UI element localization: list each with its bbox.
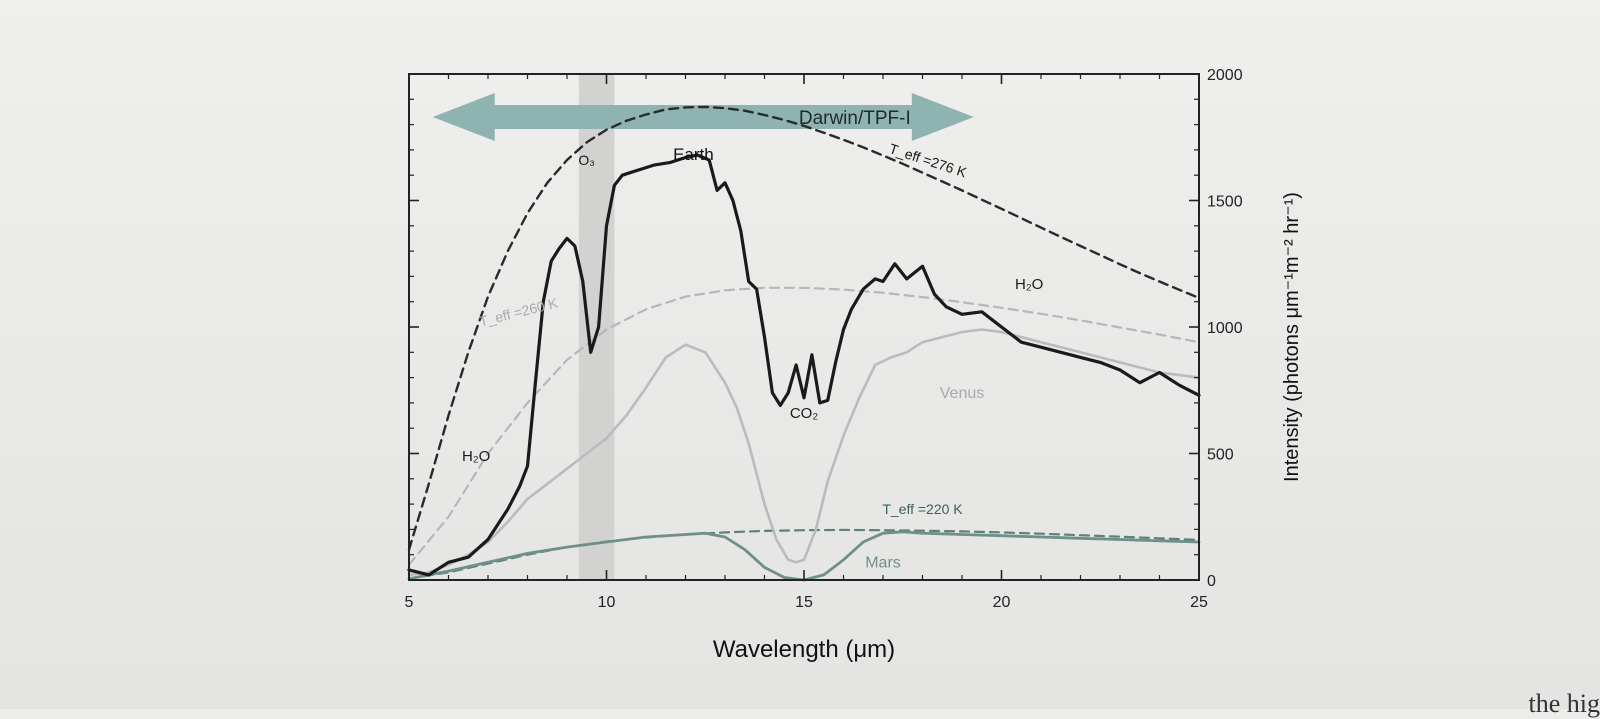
x-tick-label: 5 [405,594,414,611]
annotation-mars: Mars [865,554,901,571]
x-tick-label: 10 [598,594,616,611]
y-tick-label: 1000 [1207,320,1243,337]
y-axis-label: Intensity (photons μm⁻¹m⁻² hr⁻¹) [1281,192,1303,482]
annotation-co: CO₂ [790,405,819,422]
annotation-h-o: H₂O [462,448,490,465]
annotation-earth: Earth [673,145,714,164]
annotation-t-eff-220-k: T_eff =220 K [882,501,963,517]
series-line-earth [409,155,1199,575]
y-tick-label: 0 [1207,573,1216,590]
annotation-venus: Venus [940,385,984,402]
series-teff-276-k [409,107,1199,550]
page-text-fragment: the hig [1529,689,1600,719]
y-tick-label: 2000 [1207,67,1243,84]
series-earth [409,155,1199,575]
y-tick-label: 1500 [1207,194,1243,211]
series-line-teff-260-k [409,288,1199,565]
series-teff-260-k [409,288,1199,565]
series-line-teff-276-k [409,107,1199,550]
plot-frame [409,74,1199,580]
o3-absorption-band [579,74,615,580]
x-tick-label: 25 [1190,594,1208,611]
band-label-o3: O₃ [578,152,595,168]
darwin-tpf-label: Darwin/TPF-I [799,108,911,129]
annotation-t-eff-260-k: T_eff =260 K [477,294,559,329]
y-tick-label: 500 [1207,447,1234,464]
x-axis-label: Wavelength (μm) [713,636,895,663]
x-tick-label: 15 [795,594,813,611]
annotation-h-o: H₂O [1015,276,1043,293]
x-tick-label: 20 [993,594,1011,611]
